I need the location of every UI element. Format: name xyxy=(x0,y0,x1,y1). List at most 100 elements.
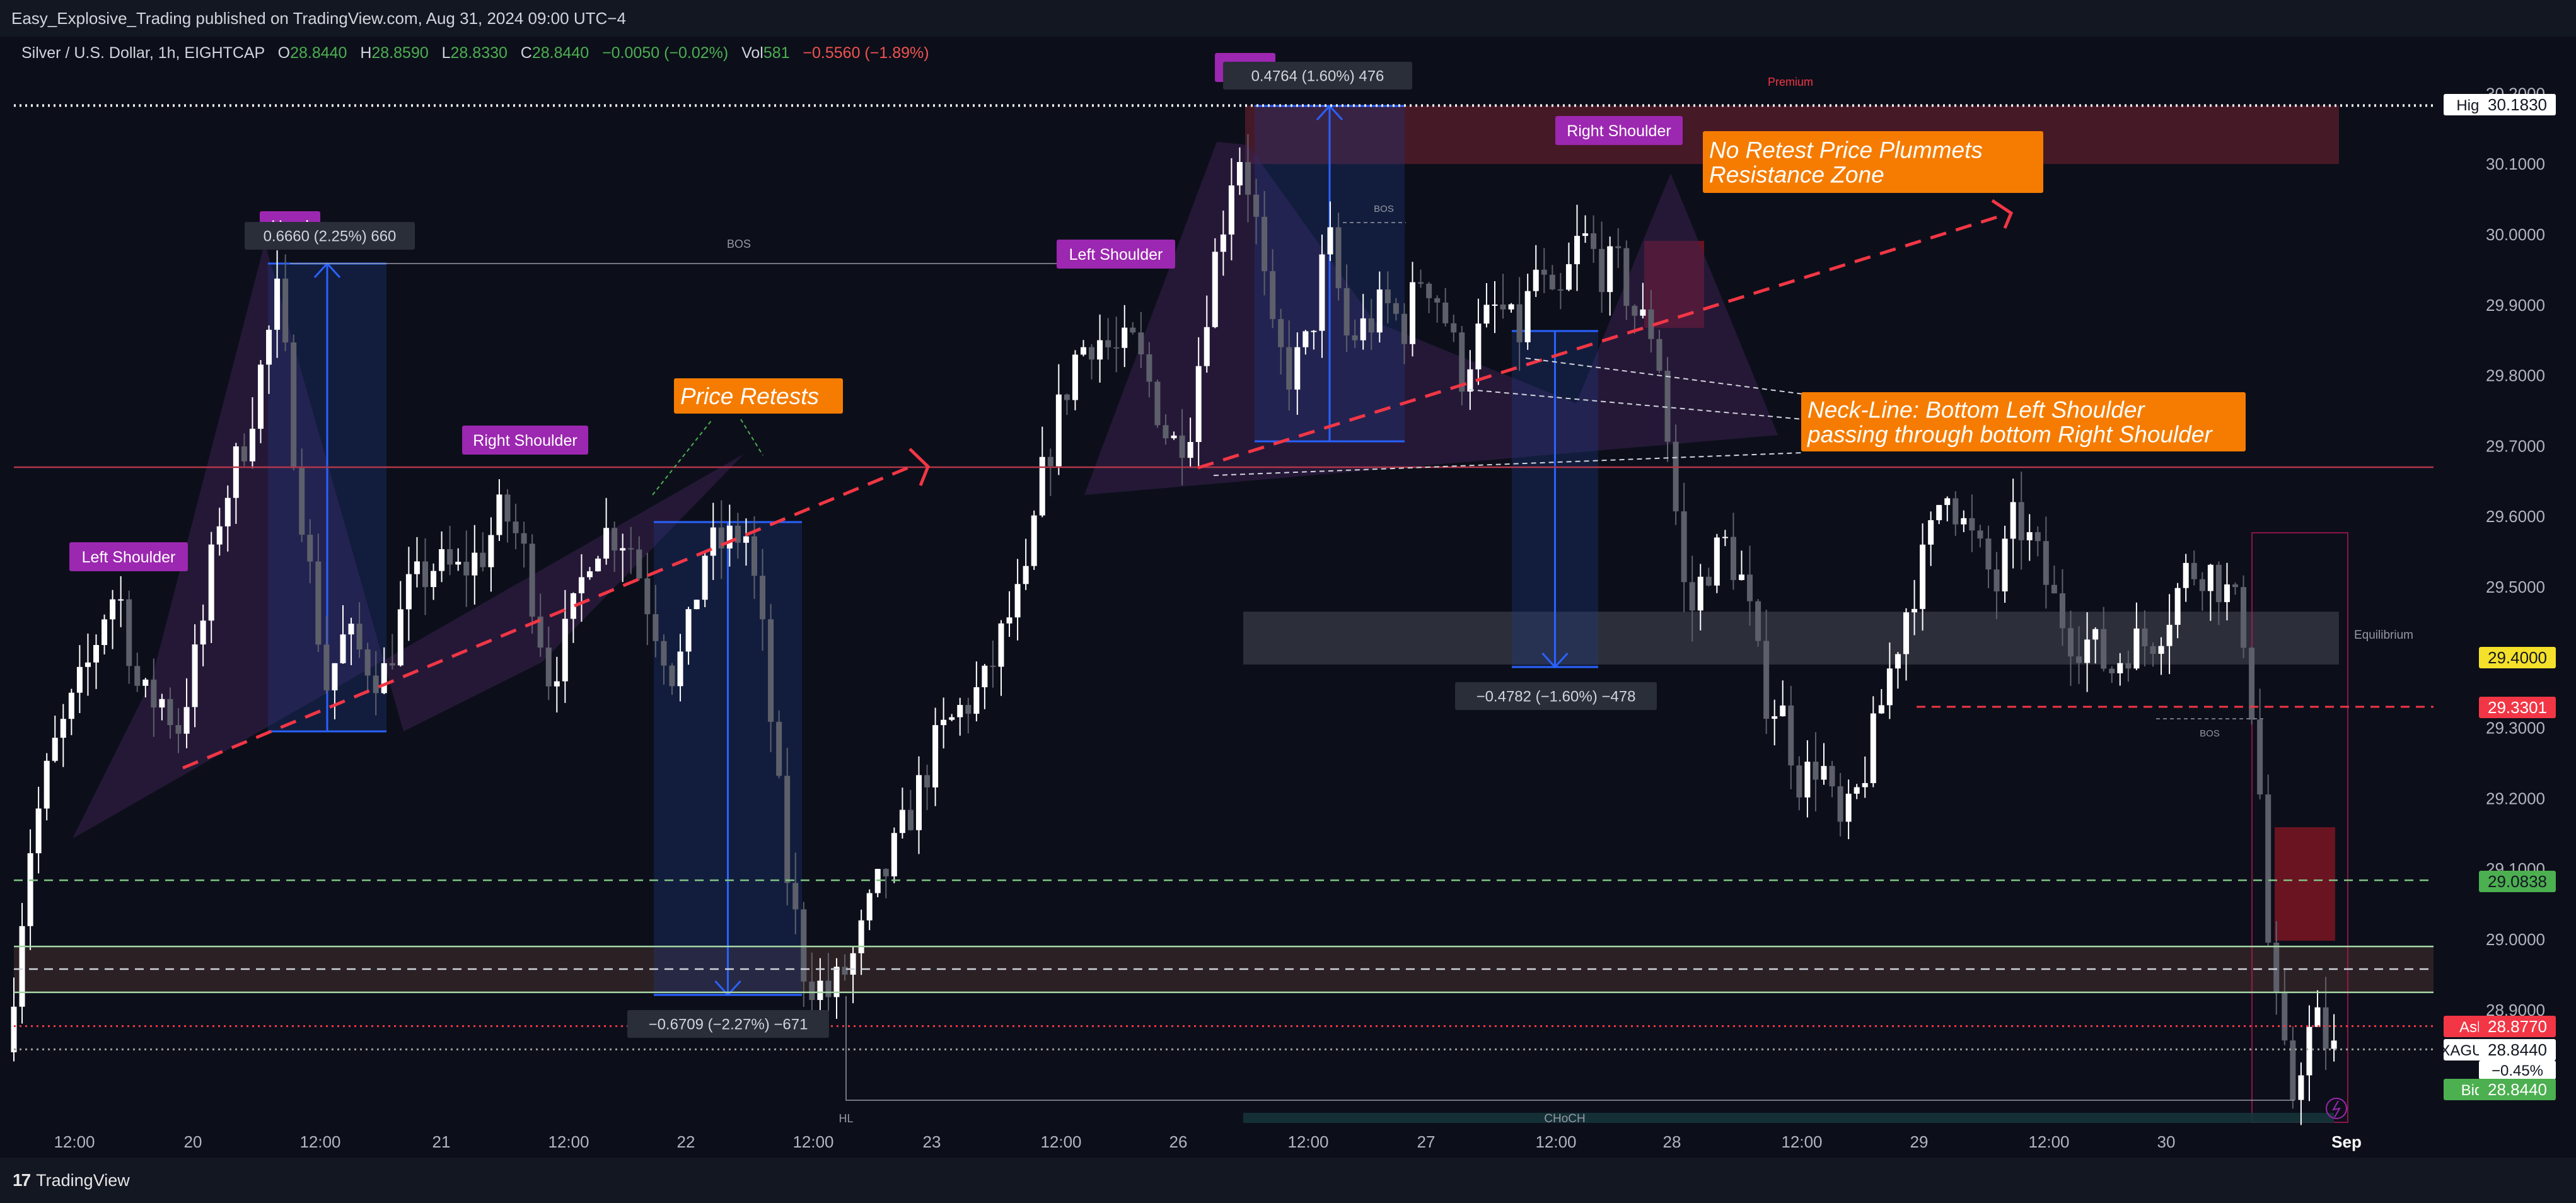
measure-3-label-bg xyxy=(1223,62,1412,90)
candle-body xyxy=(183,707,190,734)
label-right-shoulder-2[interactable]: Right Shoulder xyxy=(1555,116,1683,145)
candle xyxy=(521,521,527,568)
hs-pattern-1 xyxy=(73,243,744,839)
candle-body xyxy=(1434,298,1441,303)
candle xyxy=(2059,569,2065,646)
candle-body xyxy=(990,665,996,667)
candle xyxy=(883,868,889,898)
candle-body xyxy=(35,808,42,854)
candle xyxy=(405,547,412,641)
bid-tag-value-bg xyxy=(2479,1079,2556,1100)
measure-4-label[interactable]: −0.4782 (−1.60%) −478 xyxy=(1455,682,1657,710)
candle-body xyxy=(537,616,543,648)
candle xyxy=(208,532,214,643)
candle-body xyxy=(1961,518,1967,525)
candle xyxy=(1796,756,1802,811)
label-right-shoulder-1[interactable]: Right Shoulder xyxy=(462,426,588,455)
candle xyxy=(110,590,116,649)
candle xyxy=(2150,642,2156,667)
candle-body xyxy=(1303,331,1309,347)
candle-body xyxy=(2306,1026,2312,1076)
candle xyxy=(1154,380,1161,428)
candle xyxy=(1599,221,1605,313)
candle xyxy=(734,513,741,559)
measure-3-arrowhead xyxy=(1316,104,1343,121)
low-label: L xyxy=(441,44,451,62)
candle-body xyxy=(1245,162,1251,195)
measure-3[interactable] xyxy=(1255,104,1405,443)
candle xyxy=(307,519,313,584)
symbol-title[interactable]: Silver / U.S. Dollar, 1h, EIGHTCAP xyxy=(21,44,265,62)
candle xyxy=(192,624,198,728)
candle-body xyxy=(2084,639,2091,663)
measure-1-label[interactable]: 0.6660 (2.25%) 660 xyxy=(245,222,415,250)
measure-4[interactable] xyxy=(1512,330,1598,669)
candle-body xyxy=(1656,339,1662,371)
candle-body xyxy=(603,528,610,559)
candle-body xyxy=(1747,574,1753,602)
candle-body xyxy=(76,666,83,693)
candle-body xyxy=(2232,584,2238,588)
candle xyxy=(348,617,354,665)
label-left-shoulder-2[interactable]: Left Shoulder xyxy=(1057,240,1175,269)
candle xyxy=(44,753,50,821)
candle-body xyxy=(1821,765,1827,780)
candle xyxy=(134,653,141,692)
tradingview-brand[interactable]: 17 TradingView xyxy=(13,1170,130,1190)
candle xyxy=(2331,1014,2337,1062)
time-tick: 12:00 xyxy=(792,1132,833,1151)
candle xyxy=(1442,288,1449,327)
measure-3-label[interactable]: 0.4764 (1.60%) 476 xyxy=(1223,62,1412,90)
candle xyxy=(537,593,543,657)
time-tick: 29 xyxy=(1910,1132,1929,1151)
candle-body xyxy=(825,980,832,997)
last-price-tag-value: 28.8440 xyxy=(2488,1040,2547,1059)
high-label: H xyxy=(360,44,372,62)
candle xyxy=(1319,234,1325,358)
candle-body xyxy=(2224,584,2230,602)
candle xyxy=(1006,591,1012,637)
candle-body xyxy=(801,909,807,982)
candle-body xyxy=(422,561,428,588)
ask-tag-value-bg xyxy=(2479,1016,2556,1037)
time-axis[interactable]: 12:00 20 12:00 21 12:00 22 12:00 23 12:00 26 12:00… xyxy=(54,1132,2361,1151)
candle xyxy=(1565,242,1572,291)
candle-body xyxy=(636,549,642,579)
candle-body xyxy=(924,775,931,787)
bos-label-3: BOS xyxy=(2200,728,2220,739)
candle-body xyxy=(858,920,864,953)
label-price-retests[interactable]: Price Retests xyxy=(674,378,843,414)
candle-body xyxy=(60,719,66,738)
candle xyxy=(463,530,470,607)
candle xyxy=(685,607,692,665)
candle-body xyxy=(628,548,634,550)
candle-body xyxy=(1410,282,1415,344)
candle xyxy=(241,433,247,467)
measure-4-arrowhead xyxy=(1541,652,1569,669)
candle-body xyxy=(2241,587,2247,648)
candle-body xyxy=(151,679,157,708)
candle xyxy=(1220,210,1226,276)
candle xyxy=(1089,344,1095,380)
candle xyxy=(644,552,651,646)
replay-icon[interactable] xyxy=(2326,1098,2347,1119)
candle-body xyxy=(1253,194,1260,217)
candle-body xyxy=(2034,532,2041,542)
candle xyxy=(941,697,947,748)
candle xyxy=(1072,350,1078,410)
candle-body xyxy=(1278,319,1284,347)
candle-body xyxy=(1039,456,1045,516)
candle-body xyxy=(1508,304,1514,310)
measure-2-arrowhead xyxy=(714,980,741,997)
price-chart[interactable]: PremiumEquilibriumBOSBOSBOSHLCHoCHHHLeft… xyxy=(0,37,2576,1158)
open-label: O xyxy=(277,44,291,62)
measure-2-label[interactable]: −0.6709 (−2.27%) −671 xyxy=(627,1010,829,1038)
candle-body xyxy=(1829,765,1835,787)
label-left-shoulder-1[interactable]: Left Shoulder xyxy=(69,542,188,571)
candle-body xyxy=(431,571,437,588)
price-axis[interactable]: 30.200030.100030.000029.900029.800029.70… xyxy=(2486,84,2545,1019)
price-tick: 29.7000 xyxy=(2486,436,2545,455)
ask-tag: Ask 28.8770 xyxy=(2444,1016,2556,1037)
